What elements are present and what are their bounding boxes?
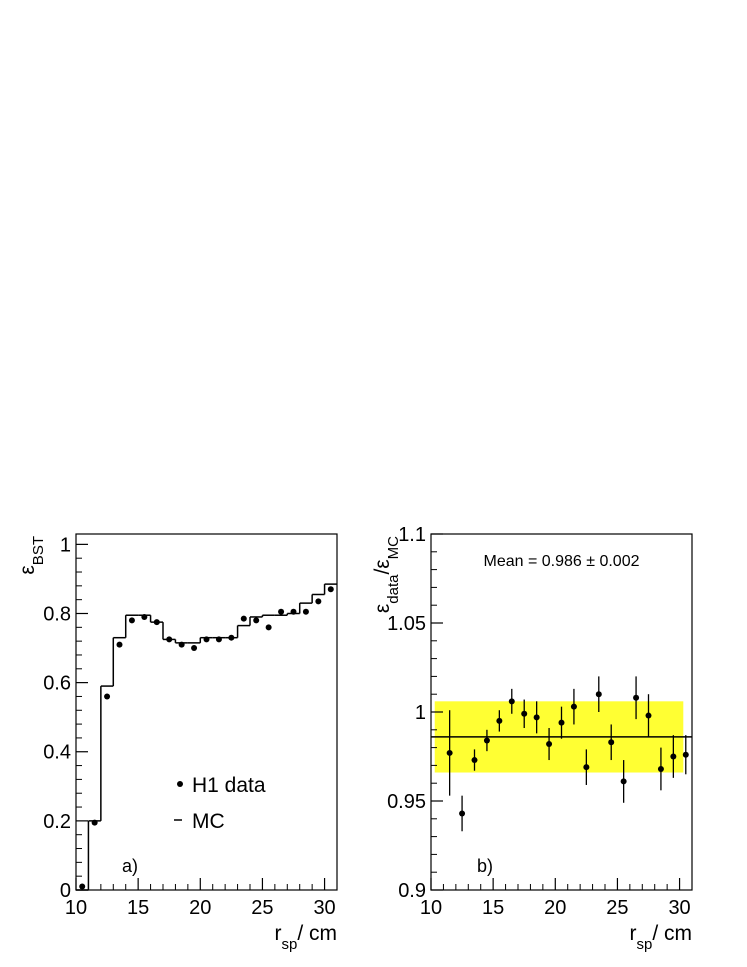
marker (496, 717, 503, 724)
marker (327, 586, 334, 593)
panel: 0 0.2 0.4 0.6 0.8 1 10 15 20 25 30 rsp/ cm εBST a) H1 … (16, 533, 338, 953)
marker (570, 703, 577, 710)
x-tick-label: 10 (420, 897, 442, 919)
label-part: r (629, 922, 636, 945)
marker (583, 764, 590, 771)
marker (459, 810, 466, 817)
marker (483, 737, 490, 744)
y-tick-label: 1 (60, 534, 71, 556)
x-tick-label: 25 (251, 897, 273, 919)
x-tick-label: 30 (668, 897, 690, 919)
y-axis-title: εBST (16, 536, 47, 575)
y-tick-label: 1.05 (387, 613, 426, 635)
marker (620, 778, 627, 785)
plot-frame (75, 533, 338, 891)
marker (79, 883, 86, 890)
x-axis-title: rsp/ cm (629, 922, 692, 953)
label-part: /ε (371, 559, 394, 574)
x-tick-label: 15 (127, 897, 149, 919)
marker (595, 691, 602, 698)
label-part: data (385, 574, 402, 604)
label-part: r (274, 922, 281, 945)
y-tick-label: 1.1 (398, 524, 426, 546)
y-tick-label: 0.4 (43, 742, 71, 764)
legend-marker (177, 781, 183, 787)
y-tick-label: 0.2 (43, 811, 71, 833)
y-tick-label: 0 (60, 880, 71, 902)
y-tick-label: 0.8 (43, 603, 71, 625)
marker (645, 712, 652, 719)
y-tick-label: 0.9 (398, 880, 426, 902)
label-part: / cm (652, 922, 692, 945)
y-tick-label: 1 (415, 702, 426, 724)
marker (240, 615, 247, 622)
label-part: / cm (297, 922, 337, 945)
marker (128, 617, 135, 624)
marker (116, 641, 123, 648)
legend-label: H1 data (192, 774, 266, 797)
marker (104, 693, 111, 700)
y-axis-title: εdata/εMC (371, 536, 402, 613)
label-part: MC (385, 536, 402, 559)
marker (521, 710, 528, 717)
marker (682, 751, 689, 758)
x-tick-label: 20 (544, 897, 566, 919)
marker (657, 765, 664, 772)
marker (670, 753, 677, 760)
label-part: ε (371, 604, 394, 613)
marker (533, 714, 540, 721)
y-tick-label: 0.6 (43, 673, 71, 695)
marker (446, 749, 453, 756)
mean-label: Mean = 0.986 ± 0.002 (483, 553, 639, 570)
marker (546, 741, 553, 748)
annotation: a) (122, 856, 138, 876)
marker (191, 645, 198, 652)
marker (508, 698, 515, 705)
x-tick-label: 15 (482, 897, 504, 919)
x-tick-label: 10 (65, 897, 87, 919)
y-tick-label: 0.95 (387, 791, 426, 813)
marker (633, 694, 640, 701)
x-axis-title: rsp/ cm (274, 922, 337, 953)
marker (471, 757, 478, 764)
annotation: b) (477, 856, 493, 876)
marker (315, 598, 322, 605)
legend-label: MC (192, 810, 225, 833)
marker (558, 719, 565, 726)
marker (608, 739, 615, 746)
x-tick-label: 20 (189, 897, 211, 919)
marker (265, 624, 272, 631)
label-part: BST (30, 536, 47, 565)
marker (302, 608, 309, 615)
label-part: ε (16, 565, 39, 574)
marker (253, 617, 260, 624)
x-tick-label: 25 (606, 897, 628, 919)
x-tick-label: 30 (313, 897, 335, 919)
marker (278, 608, 285, 615)
label-part: sp (281, 936, 297, 953)
label-part: sp (636, 936, 652, 953)
